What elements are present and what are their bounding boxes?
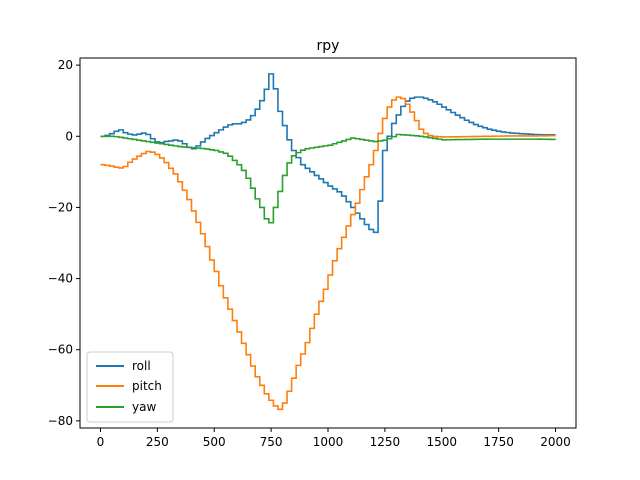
chart-title: rpy — [317, 38, 340, 54]
legend-box — [86, 351, 174, 423]
legend-label-yaw: yaw — [132, 400, 156, 414]
series-line-pitch — [100, 96, 557, 411]
y-tick-label: −20 — [48, 200, 73, 214]
x-tick-label: 500 — [203, 435, 226, 449]
x-tick-label: 750 — [260, 435, 283, 449]
x-tick-label: 1250 — [370, 435, 401, 449]
y-tick-label: −40 — [48, 272, 73, 286]
y-tick-label: 20 — [58, 58, 73, 72]
legend-label-roll: roll — [132, 359, 151, 373]
x-tick-label: 1000 — [313, 435, 344, 449]
y-tick-label: −80 — [48, 414, 73, 428]
series-lines — [100, 73, 557, 411]
x-tick-label: 1500 — [426, 435, 457, 449]
legend: roll pitch yaw — [86, 351, 174, 423]
y-axis: 20 0 −20 −40 −60 −80 — [48, 58, 80, 428]
x-tick-label: 1750 — [483, 435, 514, 449]
x-tick-label: 2000 — [540, 435, 571, 449]
series-line-yaw — [100, 133, 557, 224]
x-tick-label: 250 — [146, 435, 169, 449]
x-tick-label: 0 — [97, 435, 105, 449]
y-tick-label: 0 — [65, 129, 73, 143]
x-axis: 0 250 500 750 1000 1250 1500 1750 2000 — [97, 428, 571, 449]
series-line-roll — [100, 73, 556, 234]
y-tick-label: −60 — [48, 343, 73, 357]
legend-label-pitch: pitch — [132, 379, 162, 393]
